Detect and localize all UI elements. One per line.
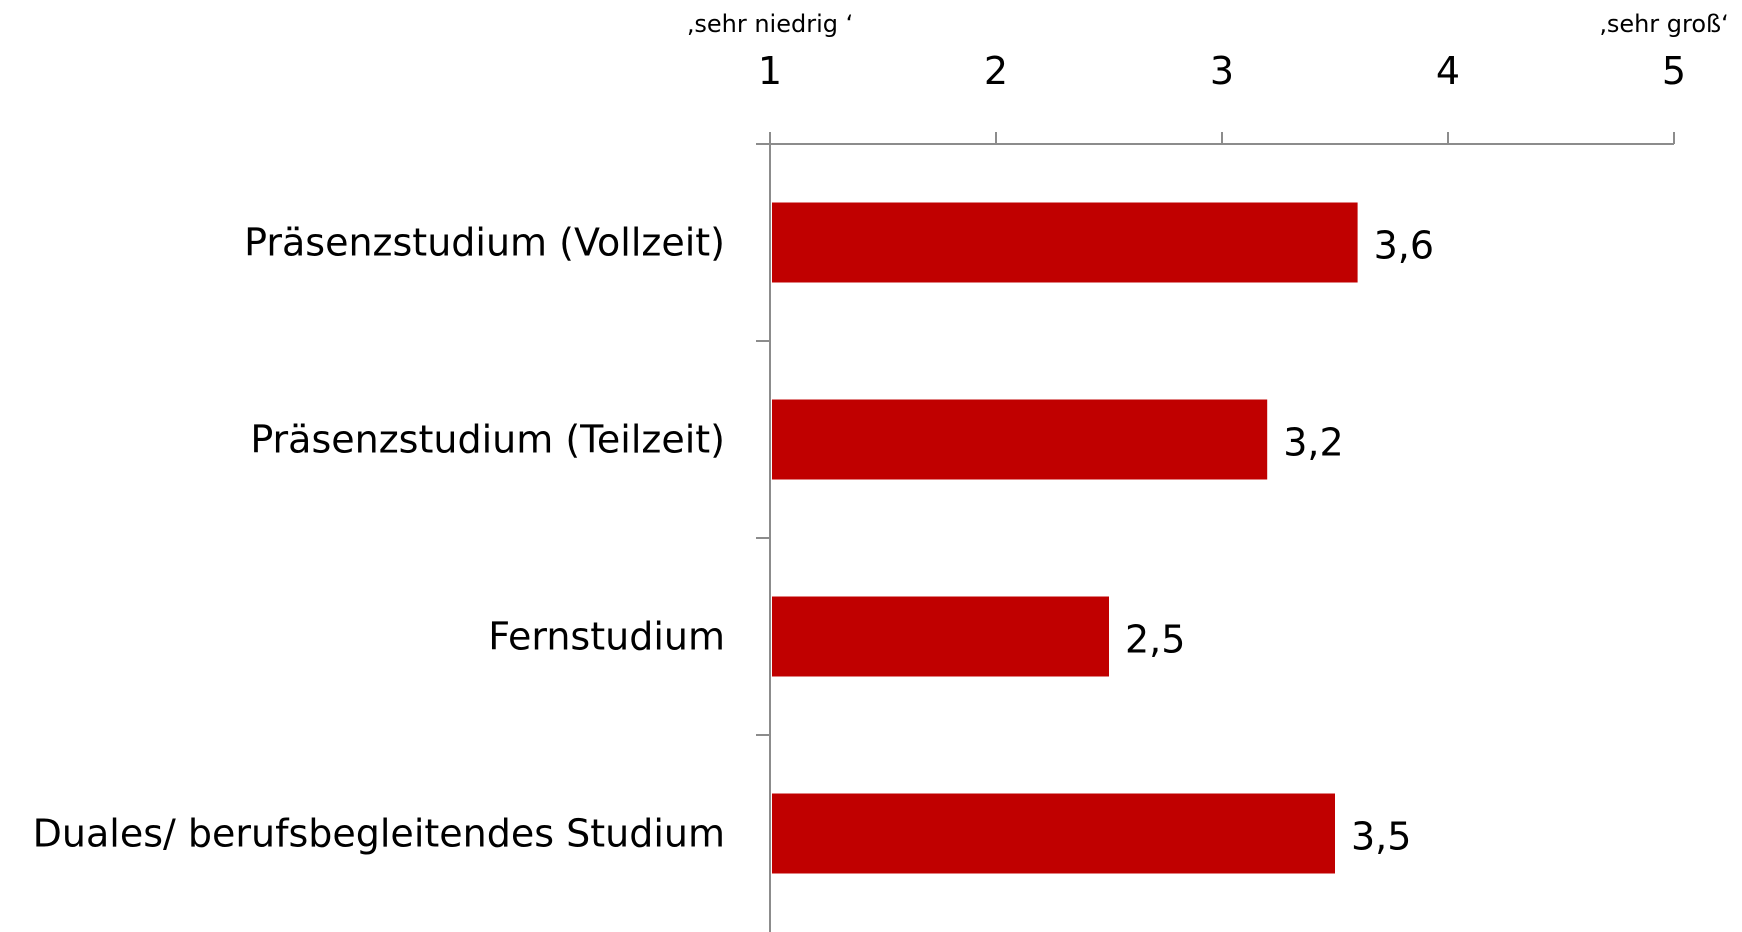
- bar: [772, 596, 1109, 677]
- x-tick-label: 5: [1662, 49, 1686, 93]
- x-tick-label: 1: [758, 49, 782, 93]
- bars: [772, 202, 1358, 874]
- category-label: Präsenzstudium (Teilzeit): [250, 418, 725, 462]
- bar: [772, 399, 1268, 480]
- category-label: Fernstudium: [488, 615, 725, 659]
- scale-max-label: ‚sehr groß‘: [1599, 10, 1729, 38]
- data-label: 3,6: [1374, 224, 1434, 268]
- scale-min-label: ‚sehr niedrig ‘: [687, 10, 854, 38]
- data-label: 3,5: [1351, 815, 1411, 859]
- data-label: 2,5: [1125, 618, 1185, 662]
- axes: [769, 143, 1674, 932]
- category-label: Präsenzstudium (Vollzeit): [244, 221, 725, 265]
- x-tick-label: 3: [1210, 49, 1234, 93]
- x-tick-label: 2: [984, 49, 1008, 93]
- x-tick-label: 4: [1436, 49, 1460, 93]
- bar: [772, 202, 1358, 283]
- x-axis-ticks: 1 2 3 4 5: [756, 49, 1686, 736]
- category-label: Duales/ berufsbegleitendes Studium: [33, 812, 725, 856]
- data-label: 3,2: [1283, 421, 1343, 465]
- category-labels: Präsenzstudium (Vollzeit) Präsenzstudium …: [33, 221, 725, 856]
- bar: [772, 793, 1335, 874]
- value-labels: 3,6 3,2 2,5 3,5: [1125, 224, 1434, 859]
